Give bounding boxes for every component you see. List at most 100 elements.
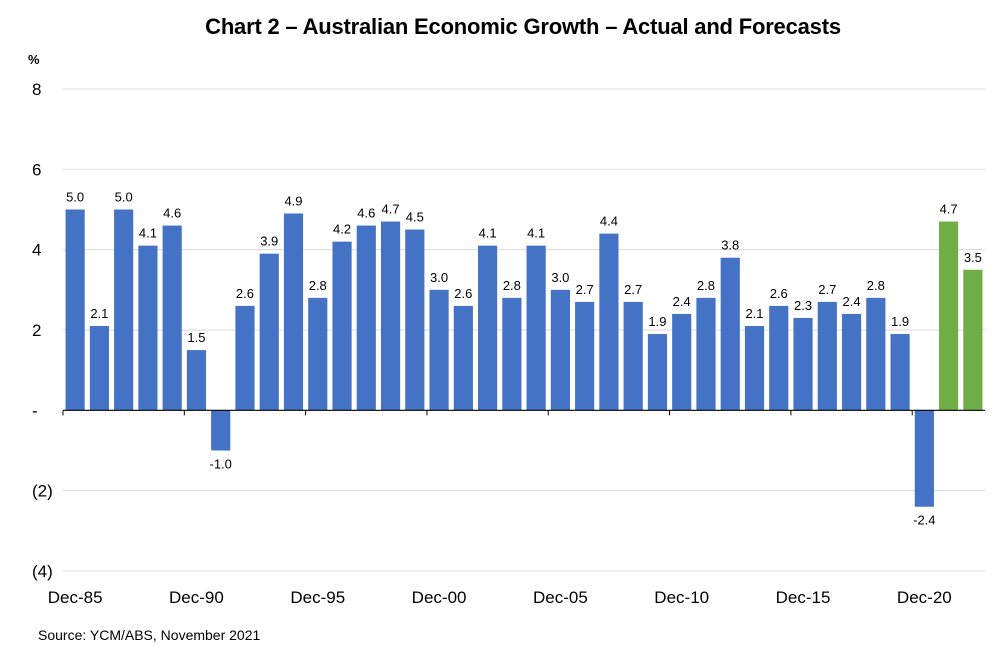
x-tick-label: Dec-90 — [169, 588, 224, 607]
bar-actual — [866, 297, 886, 411]
bar-actual — [332, 241, 352, 411]
bar-actual — [599, 233, 619, 411]
y-axis-unit: % — [28, 52, 40, 67]
bars — [65, 209, 983, 507]
bar-actual — [769, 305, 789, 411]
bar-actual — [405, 229, 425, 411]
data-label: -1.0 — [210, 457, 232, 472]
bar-actual — [308, 297, 328, 411]
bar-actual — [356, 225, 376, 411]
data-label: 1.9 — [648, 314, 666, 329]
data-label: 4.2 — [333, 222, 351, 237]
bar-actual — [623, 301, 643, 411]
bar-forecast — [963, 269, 983, 411]
bar-actual — [817, 301, 837, 411]
data-label: 2.7 — [624, 282, 642, 297]
bar-actual — [235, 305, 255, 411]
data-label: 2.8 — [697, 278, 715, 293]
data-label: 4.7 — [382, 202, 400, 217]
y-tick-label: - — [32, 401, 38, 420]
gridlines — [63, 88, 985, 572]
x-tick-label: Dec-85 — [48, 588, 103, 607]
bar-actual — [186, 350, 207, 411]
data-label: 4.5 — [406, 210, 424, 225]
bar-actual — [65, 209, 85, 411]
bar-actual — [502, 297, 522, 411]
data-label: 2.8 — [309, 278, 327, 293]
bar-actual — [138, 245, 158, 411]
bar-actual — [696, 297, 716, 411]
bar-actual — [89, 325, 109, 411]
data-label: 4.9 — [284, 194, 302, 209]
data-label: -2.4 — [913, 513, 935, 528]
data-label: 4.4 — [600, 214, 618, 229]
bar-actual — [744, 325, 765, 411]
data-label: 3.0 — [430, 270, 448, 285]
data-label: 5.0 — [66, 190, 84, 205]
data-label: 2.1 — [745, 306, 763, 321]
data-label: 2.8 — [503, 278, 521, 293]
bar-actual — [162, 225, 182, 411]
x-tick-label: Dec-20 — [897, 588, 952, 607]
data-label: 3.5 — [964, 250, 982, 265]
bar-actual — [478, 245, 498, 411]
y-tick-label: 8 — [32, 80, 41, 99]
data-label: 1.5 — [187, 330, 205, 345]
data-labels: 5.0 2.1 5.0 4.1 4.6 1.5 -1.0 2.6 3.9 4.9 2.8 4.2 4.6… — [66, 190, 982, 528]
y-axis-tick-labels: 8 6 4 2 - (2) (4) — [32, 80, 53, 581]
data-label: 4.6 — [357, 206, 375, 221]
data-label: 4.1 — [139, 226, 157, 241]
bar-actual — [720, 257, 740, 411]
x-axis-tick-labels: Dec-85 Dec-90 Dec-95 Dec-00 Dec-05 Dec-10 Dec-… — [48, 588, 952, 607]
data-label: 3.9 — [260, 234, 278, 249]
y-tick-label: 2 — [32, 321, 41, 340]
data-label: 4.1 — [527, 226, 545, 241]
data-label: 4.6 — [163, 206, 181, 221]
bar-actual — [283, 213, 304, 411]
data-label: 4.7 — [940, 202, 958, 217]
bar-actual — [575, 301, 595, 411]
bar-actual — [211, 410, 231, 451]
data-label: 2.3 — [794, 298, 812, 313]
data-label: 2.6 — [454, 286, 472, 301]
bar-actual — [841, 313, 862, 411]
data-label: 2.7 — [818, 282, 836, 297]
x-tick-label: Dec-10 — [654, 588, 709, 607]
chart-title: Chart 2 – Australian Economic Growth – A… — [205, 14, 841, 39]
y-tick-label: (2) — [32, 482, 53, 501]
bar-actual — [647, 334, 668, 411]
bar-actual — [672, 313, 692, 411]
bar-actual — [890, 334, 910, 411]
data-label: 5.0 — [115, 190, 133, 205]
data-label: 2.4 — [673, 294, 691, 309]
data-label: 2.8 — [867, 278, 885, 293]
bar-actual — [793, 317, 813, 411]
y-tick-label: 6 — [32, 160, 41, 179]
bar-actual — [526, 245, 546, 411]
x-axis-tick-marks — [62, 410, 913, 416]
bar-actual — [914, 410, 934, 507]
source-note: Source: YCM/ABS, November 2021 — [38, 627, 261, 643]
bar-actual — [453, 305, 473, 411]
x-tick-label: Dec-00 — [412, 588, 467, 607]
data-label: 2.6 — [236, 286, 254, 301]
x-tick-label: Dec-15 — [776, 588, 831, 607]
data-label: 4.1 — [479, 226, 497, 241]
bar-actual — [429, 289, 449, 411]
data-label: 2.7 — [576, 282, 594, 297]
y-tick-label: 4 — [32, 241, 41, 260]
bar-actual — [550, 289, 570, 411]
data-label: 1.9 — [891, 314, 909, 329]
data-label: 2.6 — [770, 286, 788, 301]
x-tick-label: Dec-05 — [533, 588, 588, 607]
bar-forecast — [939, 221, 959, 411]
data-label: 3.0 — [551, 270, 569, 285]
bar-actual — [259, 253, 279, 411]
data-label: 2.4 — [843, 294, 861, 309]
data-label: 3.8 — [721, 238, 739, 253]
data-label: 2.1 — [90, 306, 108, 321]
x-tick-label: Dec-95 — [290, 588, 345, 607]
bar-actual — [380, 221, 401, 411]
y-tick-label: (4) — [32, 562, 53, 581]
